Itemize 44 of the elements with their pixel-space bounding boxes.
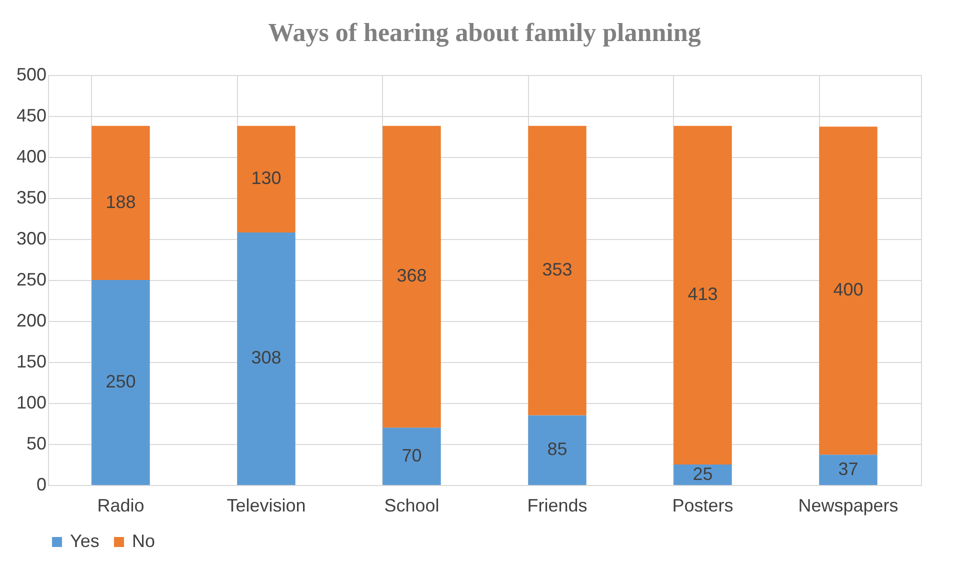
data-label: 70	[402, 445, 422, 466]
bar	[819, 454, 878, 485]
bar	[92, 280, 150, 485]
y-tick-label: 300	[16, 228, 46, 248]
y-tick-label: 100	[16, 392, 46, 412]
bar	[674, 464, 732, 485]
y-tick-label: 50	[26, 434, 46, 454]
data-label: 308	[251, 348, 282, 368]
y-tick-label: 250	[16, 270, 46, 290]
data-label: 85	[547, 439, 568, 460]
bar	[382, 126, 441, 428]
data-label: 413	[688, 284, 718, 304]
y-tick-label: 200	[16, 310, 46, 330]
data-label: 400	[833, 280, 864, 300]
bar	[674, 126, 732, 464]
bar	[237, 126, 296, 232]
y-tick-label: 500	[16, 64, 46, 84]
data-label: 353	[542, 260, 572, 280]
bar	[382, 428, 441, 485]
bar	[819, 126, 878, 455]
bar	[528, 126, 586, 416]
data-label: 368	[396, 266, 427, 286]
x-tick-label: Television	[226, 496, 306, 516]
bar	[528, 415, 586, 485]
y-tick-label: 150	[16, 352, 46, 372]
y-tick-label: 350	[16, 188, 46, 208]
legend-label: Yes	[70, 531, 100, 551]
y-tick-label: 450	[16, 106, 46, 126]
chart-title: Ways of hearing about family planning	[268, 18, 701, 47]
data-label: 25	[692, 464, 713, 484]
x-tick-label: Friends	[527, 496, 588, 516]
bar	[92, 126, 150, 280]
x-tick-label: Newspapers	[798, 496, 898, 516]
data-label: 130	[251, 168, 282, 188]
x-tick-label: Posters	[672, 496, 734, 516]
y-tick-label: 0	[36, 474, 46, 494]
data-label: 250	[106, 372, 136, 392]
data-label: 37	[838, 458, 858, 479]
x-tick-label: School	[384, 496, 440, 516]
legend-label: No	[132, 531, 156, 551]
data-label: 188	[106, 192, 136, 212]
bar	[237, 232, 296, 485]
x-tick-label: Radio	[97, 496, 144, 516]
y-tick-label: 400	[16, 146, 46, 166]
